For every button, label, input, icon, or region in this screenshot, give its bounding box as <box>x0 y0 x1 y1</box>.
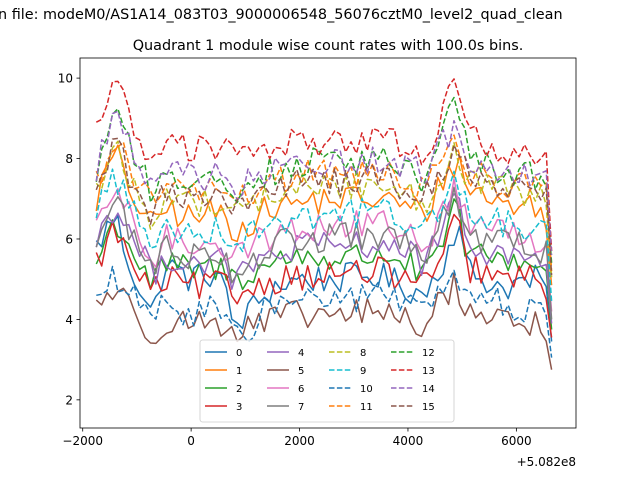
figure-suptitle: n file: modeM0/AS1A14_083T03_9000006548_… <box>0 7 563 23</box>
x-tick-label: 6000 <box>501 434 532 448</box>
legend-label-12: 12 <box>422 348 435 359</box>
x-tick-label: 4000 <box>393 434 424 448</box>
series-line-8 <box>95 140 553 278</box>
legend-label-1: 1 <box>236 366 242 377</box>
legend-label-8: 8 <box>360 348 366 359</box>
legend-label-0: 0 <box>236 348 242 359</box>
y-tick-label: 6 <box>65 232 73 246</box>
y-axis: 2 4 6 8 10 <box>58 72 80 407</box>
y-tick-label: 10 <box>58 72 73 86</box>
legend-label-5: 5 <box>298 366 304 377</box>
legend-label-13: 13 <box>422 366 435 377</box>
series-line-5 <box>95 272 553 370</box>
x-axis: −2000 0 2000 4000 6000 <box>62 428 532 448</box>
series-line-1 <box>95 144 553 286</box>
legend-label-7: 7 <box>298 402 304 413</box>
x-axis-offset-text: +5.082e8 <box>517 455 576 469</box>
y-tick-label: 4 <box>65 313 73 327</box>
series-line-0 <box>95 214 553 342</box>
legend-label-4: 4 <box>298 348 304 359</box>
series-line-7 <box>95 186 553 320</box>
series-lines <box>95 78 553 370</box>
series-line-14 <box>95 110 553 256</box>
x-tick-label: 2000 <box>284 434 315 448</box>
series-line-12 <box>95 96 553 264</box>
legend-label-10: 10 <box>360 384 373 395</box>
series-line-15 <box>95 137 553 276</box>
legend-label-6: 6 <box>298 384 304 395</box>
chart-title: Quadrant 1 module wise count rates with … <box>133 38 524 54</box>
legend-label-9: 9 <box>360 366 366 377</box>
legend-label-14: 14 <box>422 384 435 395</box>
legend-label-2: 2 <box>236 384 242 395</box>
y-tick-label: 8 <box>65 152 73 166</box>
y-tick-label: 2 <box>65 393 73 407</box>
plot-area-frame <box>79 57 577 429</box>
series-line-13 <box>95 78 553 252</box>
legend-label-11: 11 <box>360 402 373 413</box>
series-line-4 <box>95 193 553 324</box>
series-line-10 <box>96 265 553 358</box>
legend-label-3: 3 <box>236 402 242 413</box>
series-line-6 <box>95 178 553 312</box>
legend-box <box>199 339 455 423</box>
legend-label-15: 15 <box>422 402 435 413</box>
series-line-9 <box>95 168 553 302</box>
x-tick-label: −2000 <box>62 434 103 448</box>
x-tick-label: 0 <box>187 434 195 448</box>
